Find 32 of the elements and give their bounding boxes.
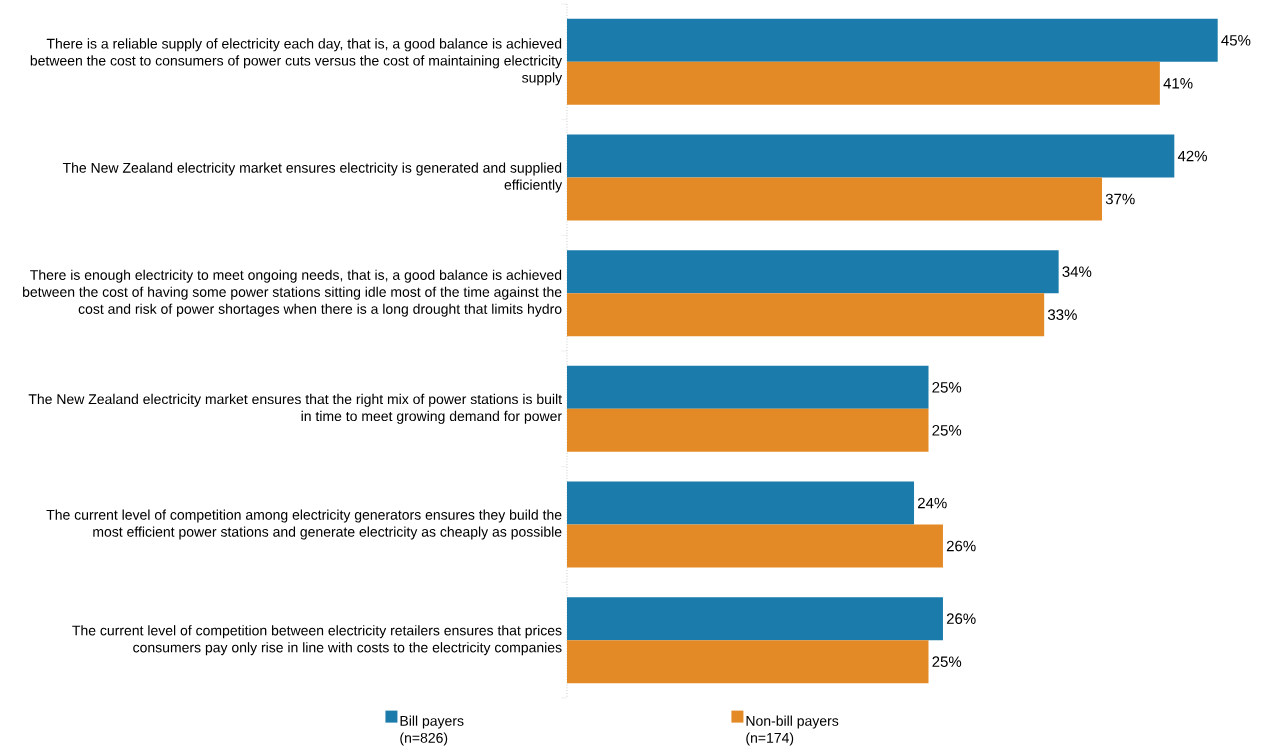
bar [567,408,929,452]
legend-label: Bill payers (n=826) [400,715,464,746]
bar [567,250,1059,294]
bar [567,524,943,568]
data-label: 33% [1047,309,1077,320]
legend-label: Non-bill payers (n=174) [746,715,839,746]
data-label: 34% [1062,266,1092,277]
data-label: 25% [932,656,962,667]
data-label: 37% [1105,193,1135,205]
bar [567,481,915,525]
bar [567,61,1160,105]
bar [567,134,1175,178]
bar [567,177,1103,221]
data-label: 25% [932,425,962,436]
data-label: 26% [946,540,976,552]
y-tick-label: The current level of competition between electricity retailers ensures that prices consumers pay only rise in line with costs to the electricity companies [72,625,562,656]
data-label: 26% [946,613,976,624]
bar [567,365,929,409]
data-label: 24% [917,497,947,509]
y-tick-label: There is enough electricity to meet ongoing needs, that is, a good balance is achieved between the cost of having some power stations sitting idle most of the time against the cost and risk of power shortages when there is a long drought that limits hydro [23,269,562,317]
bar [567,597,943,641]
y-tick-label: The New Zealand electricity market ensures electricity is generated and supplied efficiently [62,162,563,193]
bar [567,640,929,684]
y-tick-label: There is a reliable supply of electricity each day, that is, a good balance is achieved between the cost to consumers of power cuts versus the cost of maintaining electricity supply [30,38,563,86]
data-label: 25% [932,382,962,393]
data-label: 41% [1163,78,1193,89]
data-label: 45% [1221,35,1251,46]
y-tick-label: The New Zealand electricity market ensures that the right mix of power stations is built in time to meet growing demand for power [28,393,562,424]
bar [567,293,1045,337]
data-label: 42% [1177,150,1207,162]
bar [567,18,1218,62]
y-tick-label: The current level of competition among electricity generators ensures they build the most efficient power stations and generate electricity as cheaply as possible [46,509,562,540]
